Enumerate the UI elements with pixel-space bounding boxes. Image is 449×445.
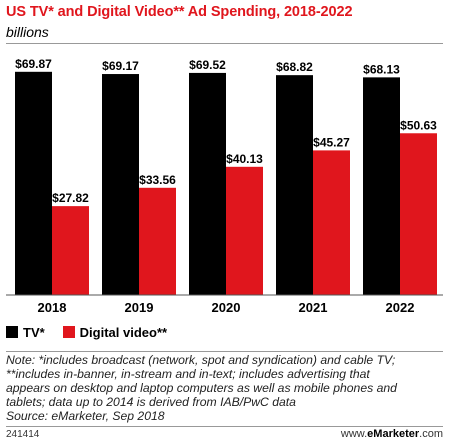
bar-digital-video-2018 [52,206,89,295]
data-label-tv-2018: $69.87 [15,57,52,71]
data-label-tv-2021: $68.82 [276,60,313,74]
legend-swatch-digital-video [62,326,75,338]
source-line: Source: eMarketer, Sep 2018 [6,409,165,423]
bar-tv-2019 [102,74,139,295]
data-label-tv-2022: $68.13 [363,62,400,76]
note-line: Note: *includes broadcast (network, spot… [6,353,396,367]
x-tick-2019: 2019 [125,300,154,315]
bar-digital-video-2022 [400,133,437,295]
x-tick-2022: 2022 [386,300,415,315]
chart-note: Note: *includes broadcast (network, spot… [6,353,444,423]
x-tick-labels: 2018 2019 2020 2021 2022 [38,300,415,315]
x-tick-2018: 2018 [38,300,67,315]
note-divider [6,351,443,352]
brand-name: eMarketer [367,428,420,440]
legend-item-tv: TV* [6,325,45,340]
legend-label-tv: TV* [23,324,45,340]
legend-label-digital-video: Digital video** [79,324,168,340]
bars-group: $69.87 $27.82 $69.17 $33.56 $69.52 $40.13 $68.… [15,57,437,296]
data-label-digital-video-2022: $50.63 [400,118,437,132]
note-line: tablets; data up to 2014 is derived from… [6,395,296,409]
bar-tv-2022 [363,77,400,295]
chart-title: US TV* and Digital Video** Ad Spending, … [6,4,353,20]
footer-divider [6,426,443,427]
x-tick-2021: 2021 [299,300,328,315]
legend: TV* Digital video** [6,324,185,340]
x-tick-2020: 2020 [212,300,241,315]
data-label-digital-video-2019: $33.56 [139,173,176,187]
data-label-tv-2019: $69.17 [102,59,139,73]
note-line: **includes in-banner, in-stream and in-t… [6,367,370,381]
brand-suffix: .com [419,428,443,440]
chart-id: 241414 [6,429,40,440]
bar-chart: $69.87 $27.82 $69.17 $33.56 $69.52 $40.13 $68.… [6,57,443,315]
bar-digital-video-2021 [313,150,350,295]
bar-tv-2021 [276,75,313,296]
data-label-digital-video-2020: $40.13 [226,152,263,166]
top-divider [6,43,443,44]
data-label-digital-video-2021: $45.27 [313,135,350,149]
brand-link[interactable]: www.eMarketer.com [341,428,443,440]
legend-item-digital-video: Digital video** [62,324,168,340]
brand-prefix: www. [340,428,368,440]
chart-subtitle: billions [6,24,49,40]
legend-swatch-tv [6,326,18,338]
bar-tv-2020 [189,72,226,295]
bar-digital-video-2019 [139,187,176,295]
data-label-tv-2020: $69.52 [189,58,226,72]
data-label-digital-video-2018: $27.82 [52,191,89,205]
bar-tv-2018 [15,71,52,295]
note-line: appears on desktop and laptop computers … [6,381,397,395]
bar-digital-video-2020 [226,166,263,295]
